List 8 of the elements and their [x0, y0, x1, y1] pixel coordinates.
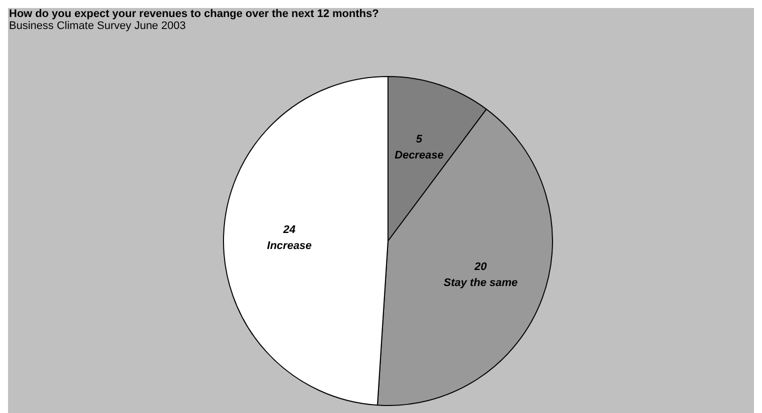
slice-label: Increase — [267, 240, 312, 252]
data-label: 20 — [474, 261, 488, 274]
chart-title: How do you expect your revenues to change over the next 12 months? — [8, 8, 380, 20]
slice-label: Stay the same — [444, 277, 518, 290]
slice-label: Decrease — [394, 149, 444, 162]
text: Business Climate Survey June 2003 — [8, 20, 187, 32]
data-label: 24 — [282, 224, 296, 236]
data-label: 5 — [416, 133, 424, 146]
